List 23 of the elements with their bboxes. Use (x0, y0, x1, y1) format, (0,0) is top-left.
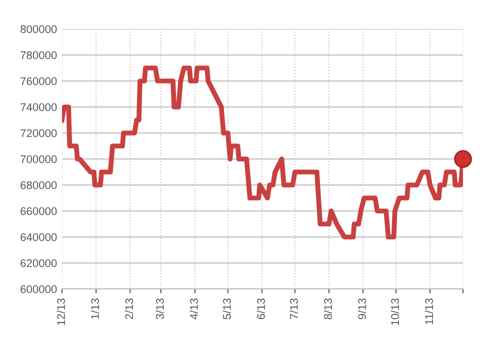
x-tick-label: 12/13 (56, 298, 65, 325)
y-tick-label: 780000 (20, 51, 57, 60)
x-tick-label: 6/13 (256, 298, 265, 320)
x-tick-label: 9/13 (358, 298, 366, 320)
y-tick-label: 740000 (20, 103, 57, 112)
y-tick-label: 600000 (20, 285, 57, 294)
x-tick-label: 3/13 (156, 298, 164, 320)
y-tick-label: 720000 (20, 129, 57, 138)
y-tick-label: 660000 (20, 207, 57, 216)
y-tick-label: 800000 (20, 25, 57, 34)
x-tick-label: 8/13 (324, 298, 332, 320)
y-tick-label: 680000 (20, 181, 57, 190)
y-tick-label: 640000 (20, 233, 57, 242)
x-tick-label: 11/13 (424, 298, 434, 324)
x-tick-label: 2/13 (124, 298, 134, 320)
x-tick-label: 7/13 (290, 298, 298, 320)
y-tick-label: 760000 (20, 77, 57, 86)
x-tick-label: 5/13 (222, 298, 231, 320)
y-tick-label: 620000 (20, 259, 57, 268)
x-tick-label: 4/13 (190, 298, 198, 320)
x-tick-label: 10/13 (390, 298, 399, 325)
x-tick-label: 1/13 (90, 298, 100, 319)
y-tick-label: 700000 (20, 155, 57, 164)
